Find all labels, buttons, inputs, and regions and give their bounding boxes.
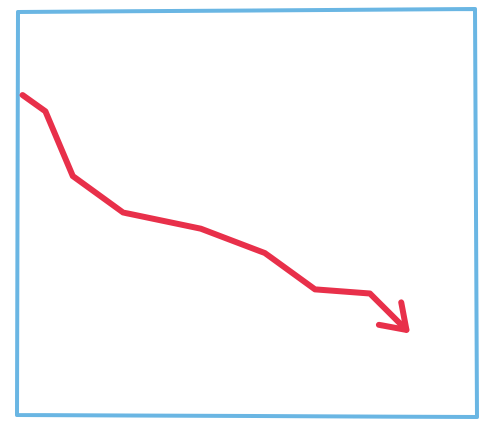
frame bbox=[17, 9, 477, 417]
chart bbox=[0, 0, 481, 433]
page: {"chart_data": {"type": "line", "x": [1,… bbox=[0, 0, 481, 433]
line bbox=[23, 95, 407, 330]
